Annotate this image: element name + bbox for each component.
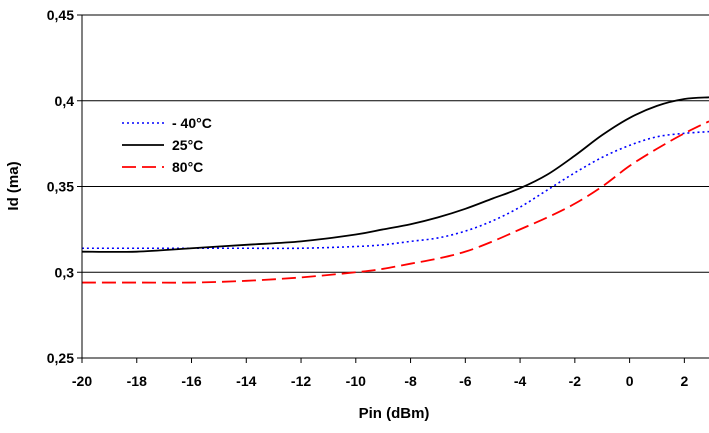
series-line-0 (81, 130, 709, 250)
y-tick-label: 0,45 (47, 7, 74, 23)
x-tick-label: -16 (181, 373, 201, 389)
legend-label-1: 25°C (172, 137, 203, 153)
series-line-1 (81, 96, 709, 253)
y-tick-label: 0,4 (55, 93, 75, 109)
x-tick-label: -10 (346, 373, 366, 389)
y-tick-label: 0,35 (47, 179, 74, 195)
y-axis-title: Id (ma) (5, 161, 22, 210)
x-tick-label: 2 (680, 373, 688, 389)
y-tick-label: 0,3 (55, 264, 75, 280)
legend: - 40°C 25°C 80°C (122, 115, 212, 175)
grid-lines (82, 14, 709, 273)
series-lines (81, 96, 709, 284)
x-tick-label: -12 (291, 373, 311, 389)
x-tick-label: -4 (514, 373, 527, 389)
x-tick-label: -14 (236, 373, 256, 389)
series-line-2 (82, 120, 709, 284)
y-tick-label: 0,25 (47, 350, 74, 366)
x-axis-ticks: -20 -18 -16 -14 -12 -10 -8 -6 -4 -2 0 2 (72, 358, 688, 389)
x-tick-label: 0 (626, 373, 634, 389)
legend-label-0: - 40°C (172, 115, 212, 131)
x-axis-title: Pin (dBm) (359, 405, 430, 422)
x-tick-label: -20 (72, 373, 92, 389)
x-tick-label: -8 (404, 373, 417, 389)
x-tick-label: -2 (569, 373, 582, 389)
x-tick-label: -6 (459, 373, 472, 389)
x-tick-label: -18 (127, 373, 147, 389)
legend-label-2: 80°C (172, 159, 203, 175)
y-axis-ticks: 0,25 0,3 0,35 0,4 0,45 (47, 7, 82, 366)
